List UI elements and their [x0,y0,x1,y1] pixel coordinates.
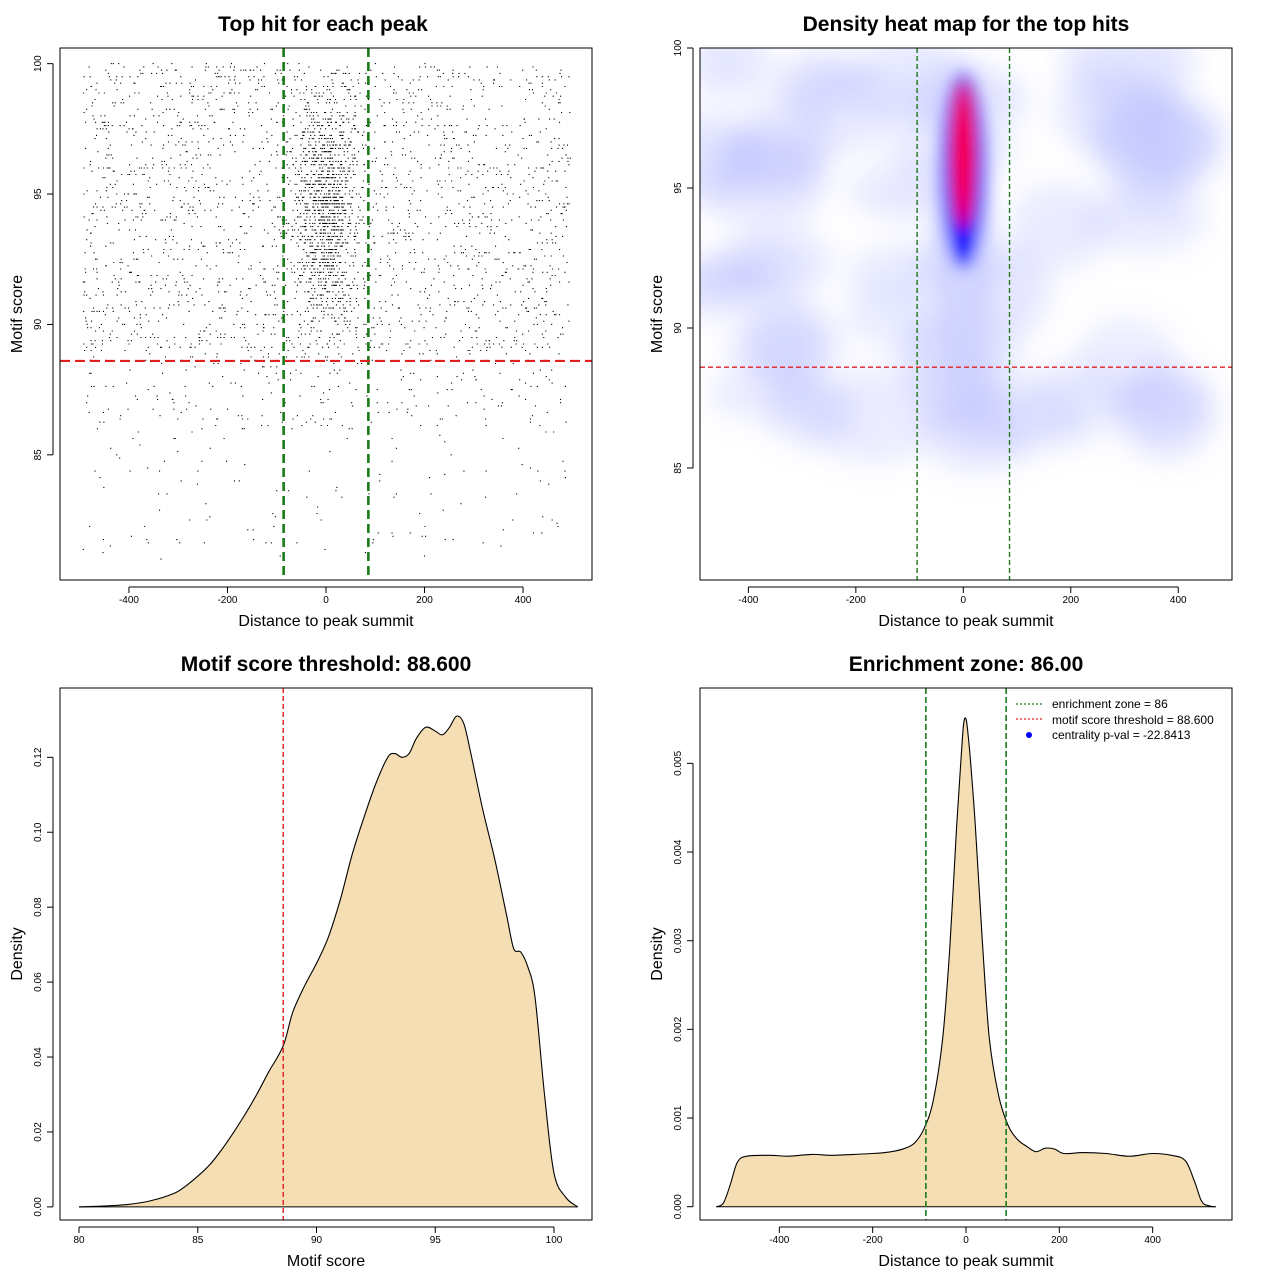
heatmap-red-peak [951,80,976,229]
y-tick-label: 0.00 [33,1197,44,1217]
y-tick-label: 0.001 [673,1105,684,1130]
density-area [716,717,1216,1207]
plot-frame [699,687,1233,1221]
x-axis-label: Distance to peak summit [238,613,414,630]
x-tick-label: 90 [311,1235,323,1246]
legend-label: motif score threshold = 88.600 [1052,713,1214,727]
y-axis-label: Density [649,927,666,980]
x-tick-label: -200 [846,595,866,606]
legend-point-marker [1026,732,1032,738]
plot-frame [59,687,593,1221]
heatmap-blob [1008,183,1108,271]
heatmap-blob [733,93,832,189]
density-curve [78,715,579,1208]
x-tick-label: -400 [119,595,139,606]
x-tick-label: 200 [416,595,433,606]
x-tick-label: -200 [863,1235,883,1246]
x-tick-label: 400 [1170,595,1187,606]
y-tick-label: 100 [33,55,44,72]
x-tick-label: -400 [738,595,758,606]
y-tick-label: 0.002 [673,1016,684,1041]
x-tick-label: -400 [769,1235,789,1246]
x-tick-label: 0 [963,1235,969,1246]
panel-score-density: Motif score threshold: 88.600 Motif scor… [9,653,593,1270]
x-tick-label: 95 [430,1235,442,1246]
heatmap-blob [807,368,941,464]
plot-frame [699,47,1233,581]
heatmap-core [933,67,994,393]
chart-title: Enrichment zone: 86.00 [849,653,1084,676]
y-tick-label: 0.02 [33,1122,44,1142]
y-tick-label: 90 [673,322,684,334]
y-tick-label: 0.000 [673,1194,684,1219]
heatmap-blob [745,293,829,389]
y-tick-label: 0.10 [33,822,44,842]
heatmap-blob [700,48,769,96]
legend: enrichment zone = 86 motif score thresho… [1016,697,1214,742]
legend-label: enrichment zone = 86 [1052,697,1168,711]
y-tick-label: 0.005 [673,750,684,775]
scatter-points [82,63,571,560]
y-tick-label: 0.004 [673,839,684,864]
y-axis-label: Motif score [9,275,26,353]
panel-distance-density: Enrichment zone: 86.00 Distance to peak … [649,653,1233,1270]
y-tick-label: 95 [673,182,684,194]
x-tick-label: 0 [323,595,329,606]
y-axis-label: Density [9,927,26,980]
heatmap-blob [700,246,791,301]
heatmap-haze [700,48,1227,473]
density-area [79,715,578,1207]
chart-title: Top hit for each peak [218,13,428,36]
x-axis-label: Distance to peak summit [878,613,1054,630]
density-curve [716,717,1216,1208]
y-tick-label: 90 [33,318,44,330]
chart-title: Density heat map for the top hits [803,13,1130,36]
legend-label: centrality p-val = -22.8413 [1052,728,1191,742]
y-tick-label: 95 [33,188,44,200]
y-axis-label: Motif score [649,275,666,353]
x-tick-label: 0 [961,595,967,606]
heatmap-blob [1110,153,1197,217]
chart-title: Motif score threshold: 88.600 [181,653,472,676]
y-tick-label: 0.003 [673,928,684,953]
x-tick-label: 200 [1051,1235,1068,1246]
y-tick-label: 100 [673,39,684,56]
y-tick-label: 85 [33,449,44,461]
x-tick-label: 200 [1062,595,1079,606]
x-tick-label: 400 [1144,1235,1161,1246]
x-tick-label: -200 [217,595,237,606]
scatter-point [82,63,571,560]
heatmap-blob [951,376,1087,453]
x-tick-label: 100 [546,1235,563,1246]
heatmap-field [700,48,1232,580]
y-tick-label: 0.12 [33,747,44,767]
panel-heatmap: Density heat map for the top hits Distan… [649,13,1233,630]
x-tick-label: 85 [192,1235,204,1246]
x-tick-label: 80 [73,1235,85,1246]
heatmap-blob [1109,377,1207,433]
x-tick-label: 400 [515,595,532,606]
x-axis-label: Motif score [287,1253,365,1270]
panel-scatter: Top hit for each peak Distance to peak s… [9,13,593,630]
y-tick-label: 0.08 [33,897,44,917]
y-tick-label: 85 [673,462,684,474]
y-tick-label: 0.06 [33,972,44,992]
y-tick-label: 0.04 [33,1047,44,1067]
plot-frame [59,47,593,581]
x-axis-label: Distance to peak summit [878,1253,1054,1270]
